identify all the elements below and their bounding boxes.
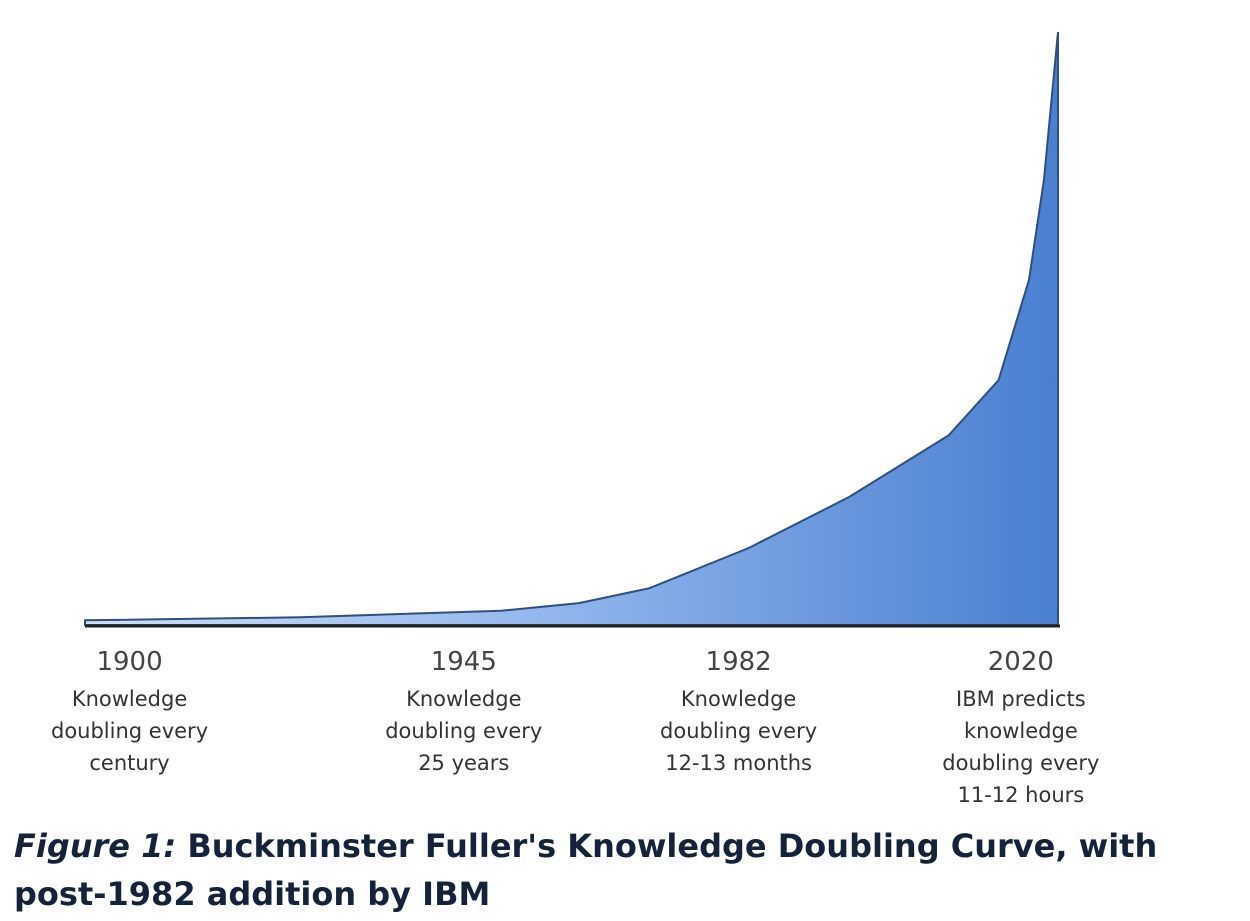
x-tick-label: 1900 (96, 647, 162, 677)
caption-text: Buckminster Fuller's Knowledge Doubling … (14, 827, 1158, 913)
annotation-line: Knowledge (680, 687, 797, 711)
x-tick-label: 1945 (431, 647, 497, 677)
annotation: Knowledge doubling every 12-13 months (629, 683, 849, 779)
annotation-line: doubling every (942, 751, 1100, 775)
caption: Figure 1: Buckminster Fuller's Knowledge… (14, 822, 1239, 918)
annotation-line: doubling every (385, 719, 543, 743)
annotation-line: Knowledge (406, 687, 522, 711)
annotation-line: century (89, 751, 170, 775)
annotation-line: doubling every (660, 719, 818, 743)
annotation-line: IBM predicts (956, 687, 1086, 711)
annotation: Knowledge doubling every century (20, 683, 240, 779)
area (84, 31, 1059, 626)
chart: 1900 1945 1982 2020 (84, 31, 1060, 677)
annotation-line: 25 years (418, 751, 510, 775)
annotation-line: 12-13 months (665, 751, 812, 775)
annotation-line: knowledge (963, 719, 1078, 743)
annotation-line: Knowledge (71, 687, 188, 711)
annotation-line: doubling every (50, 719, 209, 743)
x-tick-label: 2020 (988, 647, 1054, 677)
caption-label: Figure 1: (14, 827, 177, 865)
annotation: Knowledge doubling every 25 years (354, 683, 574, 779)
annotation: IBM predicts knowledge doubling every 11-12… (911, 683, 1131, 811)
x-tick-label: 1982 (706, 647, 772, 677)
annotation-line: 11-12 hours (957, 783, 1085, 807)
